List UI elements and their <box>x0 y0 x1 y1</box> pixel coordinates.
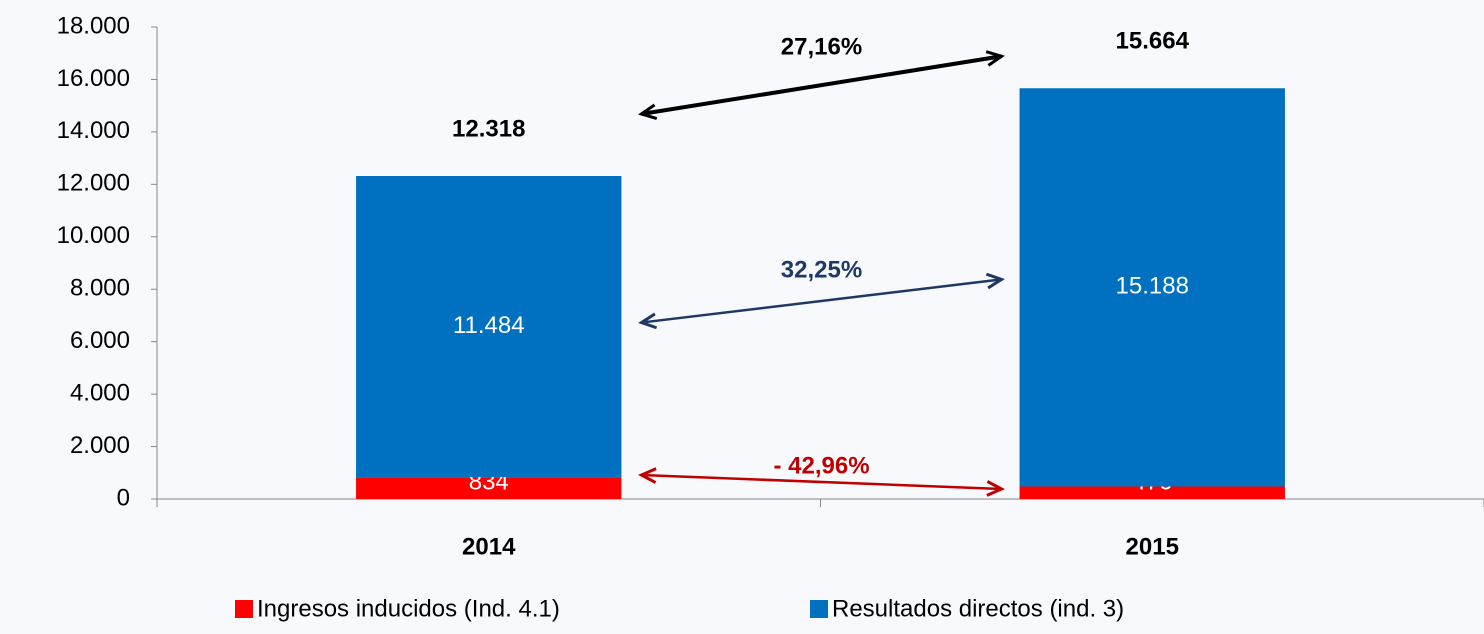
value-label: 11.484 <box>453 312 525 339</box>
bar-segment <box>356 477 622 499</box>
annotation-arrow <box>641 473 1002 491</box>
bar-segment <box>1019 88 1285 487</box>
y-tick-label: 14.000 <box>57 117 130 144</box>
annotation-arrow <box>641 278 1002 324</box>
arrow-head <box>985 272 1005 290</box>
arrow-head <box>985 50 1005 67</box>
annotation-label: - 42,96% <box>773 452 869 479</box>
annotation-arrow <box>641 54 1002 116</box>
value-label: 15.188 <box>1116 273 1189 300</box>
y-tick-label: 16.000 <box>57 65 130 92</box>
legend-label: Ingresos inducidos (Ind. 4.1) <box>257 595 560 622</box>
y-tick-label: 4.000 <box>70 379 130 406</box>
y-tick-label: 2.000 <box>70 432 130 459</box>
bar-segment <box>1019 486 1285 499</box>
x-tick-label: 2015 <box>1126 533 1179 560</box>
arrow-head <box>638 467 657 484</box>
y-tick-label: 0 <box>117 484 130 511</box>
arrow-head <box>638 103 658 121</box>
legend-swatch <box>810 600 828 618</box>
annotation-label: 32,25% <box>781 257 862 284</box>
y-tick-label: 18.000 <box>57 12 130 39</box>
bar-segment <box>356 175 622 478</box>
y-tick-label: 8.000 <box>70 275 130 302</box>
arrow-head <box>986 480 1005 497</box>
y-tick-label: 6.000 <box>70 327 130 354</box>
y-tick-label: 10.000 <box>57 222 130 249</box>
legend-swatch <box>235 600 253 618</box>
total-label: 12.318 <box>452 115 525 142</box>
y-tick-label: 12.000 <box>57 170 130 197</box>
total-label: 15.664 <box>1116 28 1190 55</box>
arrow-head <box>638 312 658 330</box>
annotation-label: 27,16% <box>781 34 862 61</box>
legend-label: Resultados directos (ind. 3) <box>832 595 1124 622</box>
x-tick-label: 2014 <box>462 533 516 560</box>
